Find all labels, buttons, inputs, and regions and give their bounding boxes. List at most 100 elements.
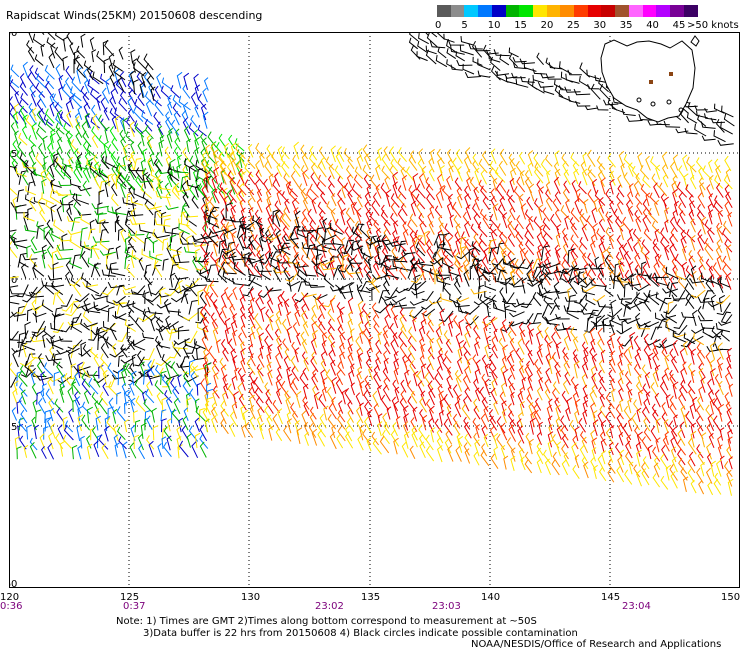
wind-barb (686, 229, 696, 243)
wind-barb (97, 327, 103, 341)
wind-barb (192, 365, 208, 371)
wind-barb (561, 264, 578, 274)
legend-color-swatch (615, 5, 630, 17)
wind-barb (244, 227, 252, 242)
wind-barb (281, 260, 291, 277)
wind-barb (320, 351, 327, 367)
wind-barb (665, 394, 671, 409)
wind-barb (111, 206, 127, 216)
wind-barb (264, 250, 272, 268)
wind-barb (661, 264, 670, 278)
wind-barb (548, 424, 553, 438)
wind-barb (446, 40, 457, 53)
wind-barb (533, 166, 544, 184)
wind-barb (365, 270, 373, 285)
wind-barb (651, 446, 661, 462)
wind-barb (242, 409, 249, 427)
wind-barb (600, 177, 606, 195)
wind-barb (45, 388, 55, 405)
wind-barb (425, 177, 434, 191)
wind-barb (214, 257, 221, 274)
wind-barb (155, 190, 171, 199)
wind-barb (167, 166, 180, 182)
wind-barb (377, 413, 383, 427)
wind-barb (429, 40, 446, 49)
wind-barb (609, 170, 616, 186)
wind-barb (563, 305, 579, 313)
wind-barb (142, 310, 151, 323)
wind-barb (509, 364, 516, 380)
wind-barb (634, 283, 650, 292)
wind-barb (520, 203, 527, 220)
wind-barb (18, 132, 28, 146)
wind-barb (33, 196, 46, 205)
wind-barb (555, 370, 561, 384)
wind-barb (593, 198, 599, 213)
wind-barb (507, 403, 515, 417)
wind-barb (728, 456, 733, 470)
wind-barb (479, 208, 488, 221)
wind-barb (222, 374, 229, 391)
wind-barb (425, 49, 437, 65)
wind-barb (390, 193, 400, 208)
wind-barb (271, 151, 281, 168)
wind-barb (486, 335, 491, 350)
wind-barb (481, 373, 489, 387)
wind-barb (689, 200, 695, 217)
wind-barb (474, 196, 480, 211)
wind-barb (329, 297, 335, 313)
wind-barb (588, 263, 604, 270)
wind-barb (496, 242, 505, 255)
wind-barb (477, 259, 483, 272)
wind-barb (697, 396, 705, 411)
wind-barb (654, 228, 660, 242)
wind-barb (266, 144, 274, 159)
wind-barb (489, 213, 499, 229)
wind-barb (484, 378, 490, 396)
wind-barb (300, 331, 308, 346)
wind-barb (493, 328, 499, 342)
wind-barb (91, 134, 99, 148)
wind-barb (157, 443, 162, 458)
wind-barb (178, 95, 191, 111)
wind-barb (384, 341, 391, 355)
wind-barb (685, 292, 695, 310)
wind-barb (525, 432, 532, 446)
wind-barb (679, 421, 686, 439)
wind-barb (464, 185, 472, 200)
wind-barb (627, 205, 634, 222)
wind-barb (458, 319, 465, 336)
wind-barb (489, 415, 498, 431)
wind-barb (532, 258, 543, 270)
wind-barb (129, 218, 146, 225)
wind-barb (357, 284, 364, 302)
wind-barb (211, 363, 219, 380)
wind-barb (635, 441, 641, 457)
wind-barb (59, 385, 66, 403)
wind-barb (284, 390, 292, 406)
wind-barb (98, 434, 109, 450)
wind-barb (155, 356, 172, 367)
legend-color-swatch (642, 5, 657, 17)
wind-barb (390, 429, 400, 447)
wind-barb (687, 380, 696, 395)
wind-barb (706, 467, 713, 484)
wind-barb (184, 339, 198, 350)
wind-barb (90, 346, 99, 359)
wind-barb (465, 204, 472, 220)
wind-barb (533, 153, 542, 168)
wind-barb (521, 277, 528, 294)
wind-barb (42, 135, 48, 151)
wind-barb (579, 208, 588, 223)
wind-barb (680, 235, 687, 253)
wind-barb (670, 471, 678, 489)
wind-barb (312, 294, 328, 300)
wind-barb (587, 169, 596, 187)
wind-barb (707, 227, 714, 243)
wind-barb (457, 265, 464, 283)
wind-barb (652, 473, 661, 488)
wind-barb (228, 189, 237, 203)
wind-barb (508, 424, 517, 442)
wind-barb (457, 193, 463, 209)
wind-barb (464, 71, 481, 79)
